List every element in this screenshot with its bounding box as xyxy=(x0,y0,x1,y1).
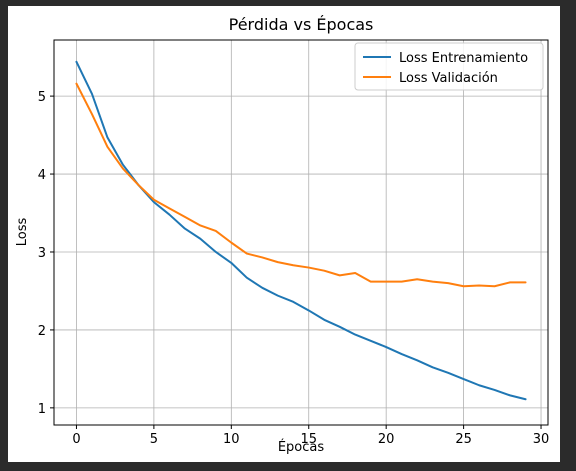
x-tick-label: 0 xyxy=(72,432,80,447)
grid-lines xyxy=(54,40,548,425)
legend-label-loss-validacion: Loss Validación xyxy=(399,71,498,86)
y-tick-label: 5 xyxy=(38,90,46,105)
line-chart: Pérdida vs Épocas 0 5 10 15 20 25 30 1 2 3 4 5 Épo… xyxy=(15,15,549,455)
chart-title: Pérdida vs Épocas xyxy=(229,15,374,34)
series-line-0 xyxy=(75,60,527,401)
y-tick-label: 3 xyxy=(38,246,46,261)
legend-box xyxy=(354,42,544,91)
x-tick-label: 5 xyxy=(150,432,158,447)
y-axis-ticks: 1 2 3 4 5 xyxy=(38,90,54,417)
x-tick-label: 25 xyxy=(455,432,472,447)
chart-frame: Pérdida vs Épocas 0 5 10 15 20 25 30 1 2 3 4 5 Épo… xyxy=(8,6,560,462)
y-tick-label: 4 xyxy=(38,168,46,183)
x-axis-ticks: 0 5 10 15 20 25 30 xyxy=(72,425,549,447)
y-tick-label: 2 xyxy=(38,324,46,339)
plot-area-border xyxy=(53,39,549,426)
x-tick-label: 15 xyxy=(300,432,317,447)
legend: Loss Entrenamiento Loss Validación xyxy=(354,42,544,91)
x-tick-label: 30 xyxy=(533,432,550,447)
x-tick-label: 20 xyxy=(378,432,395,447)
x-tick-label: 10 xyxy=(223,432,240,447)
x-axis-label: Épocas xyxy=(278,439,325,455)
series-lines xyxy=(75,60,527,401)
y-axis-label: Loss xyxy=(15,218,30,247)
legend-label-loss-entrenamiento: Loss Entrenamiento xyxy=(399,51,528,66)
y-tick-label: 1 xyxy=(38,402,46,417)
series-line-1 xyxy=(75,82,527,288)
